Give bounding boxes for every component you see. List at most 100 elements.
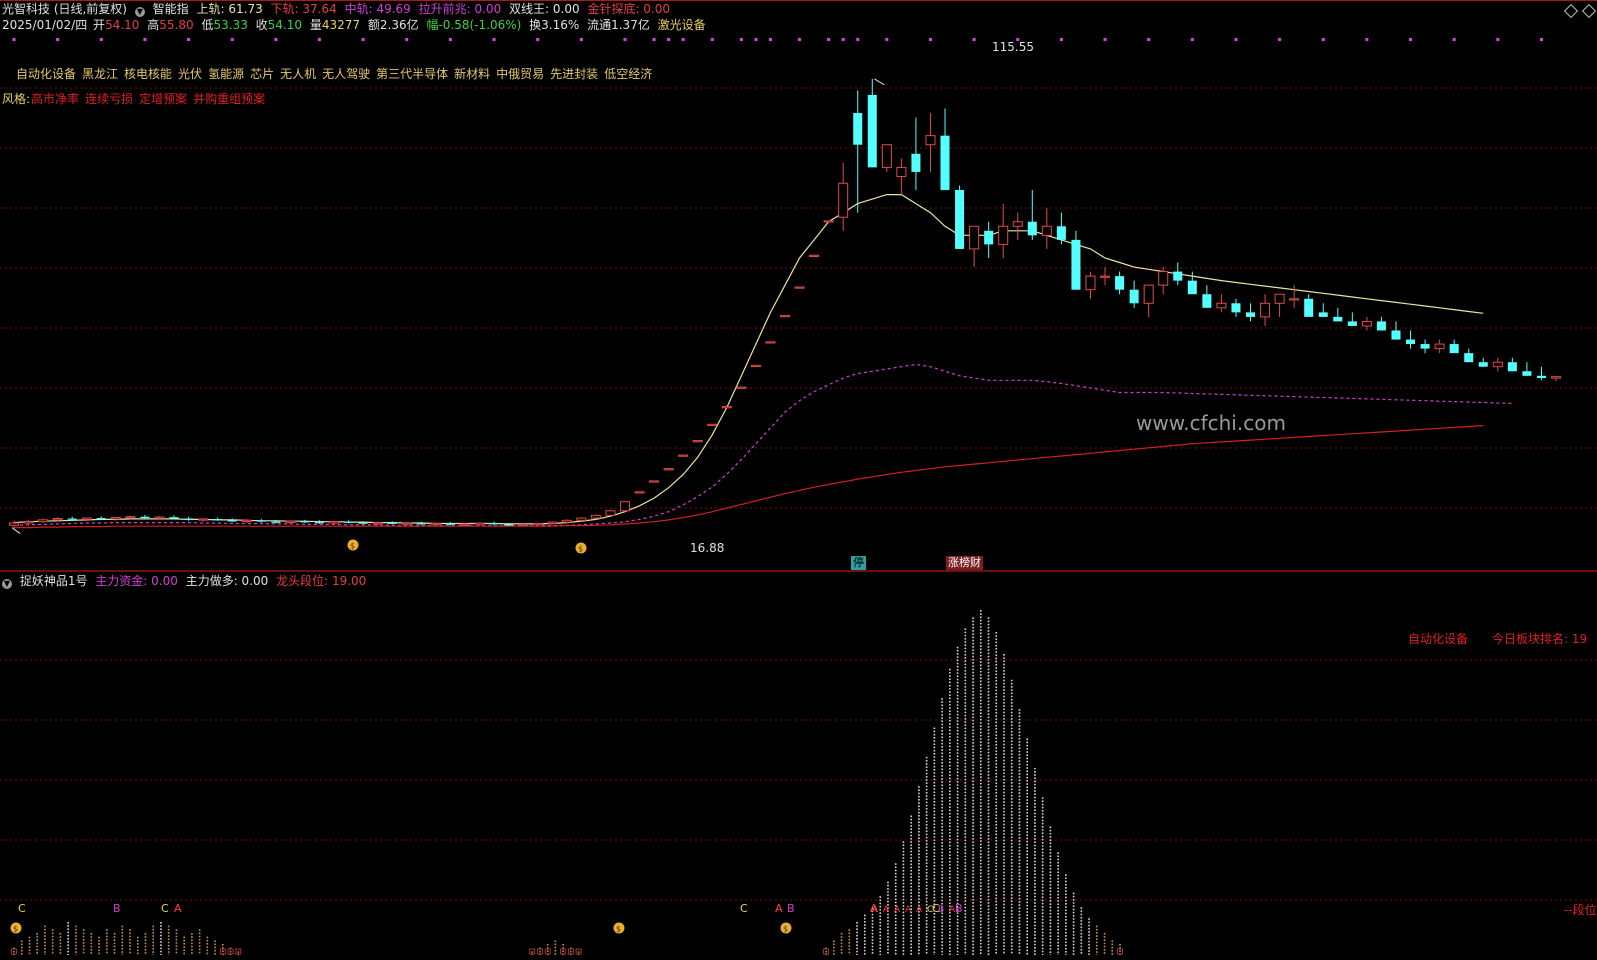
signal-dot <box>56 38 60 41</box>
concept-tag[interactable]: 中俄贸易 <box>496 67 545 81</box>
quote-date: 2025/01/02/四 <box>2 18 88 32</box>
stock-name[interactable]: 光智科技 (日线,前复权) <box>2 2 127 16</box>
stop-badge-text: 停 <box>853 556 864 569</box>
candle-body <box>1406 339 1416 345</box>
candle-body <box>372 522 383 525</box>
candle-body <box>1492 361 1503 368</box>
rank-marker <box>567 948 574 955</box>
low-value: 53.33 <box>213 18 248 32</box>
candle-body <box>721 406 732 409</box>
candle-body <box>1304 298 1314 317</box>
concept-tag[interactable]: 无人机 <box>280 67 317 81</box>
ma-line-0 <box>13 194 1484 525</box>
signal-dot <box>1059 38 1063 41</box>
candle-body <box>1333 316 1343 322</box>
header-row-main: 光智科技 (日线,前复权) ▼ 智能指 上轨: 61.73 下轨: 37.64 … <box>2 1 674 17</box>
money-bag-icon: $ <box>10 922 22 934</box>
sub-indicator-header: ▼ 捉妖神品1号 主力资金: 0.00 主力做多: 0.00 龙头段位: 19.… <box>2 573 370 589</box>
signal-dot <box>681 38 685 41</box>
float-value: 流通1.37亿 <box>587 18 650 32</box>
candlestick-series <box>8 78 1562 534</box>
candle-body <box>1260 302 1271 318</box>
rank-tail-label: --段位 <box>1564 903 1597 917</box>
candle-body <box>285 520 296 524</box>
candle-body <box>401 522 412 525</box>
indicator-toggle-icon[interactable]: ▼ <box>134 7 145 17</box>
candle-body <box>1507 362 1517 372</box>
candle-body <box>1434 343 1445 350</box>
candle-body <box>227 520 237 522</box>
rank-marker <box>227 948 234 955</box>
indicator-name[interactable]: 智能指 <box>152 2 189 16</box>
concept-tag[interactable]: 氢能源 <box>208 67 245 81</box>
concept-tag[interactable]: 无人驾驶 <box>322 67 371 81</box>
signal-dot <box>856 38 860 41</box>
dragon-rank-bars <box>11 610 1123 955</box>
candle-body <box>23 521 34 524</box>
concept-tag[interactable]: 核电核能 <box>124 67 173 81</box>
candle-body <box>1115 276 1125 290</box>
rank-marker <box>823 948 829 955</box>
main-long-value: 主力做多: 0.00 <box>185 574 269 588</box>
grid-lines <box>0 87 1597 901</box>
money-bag-icon: $ <box>575 542 587 554</box>
candle-body <box>1071 239 1081 290</box>
money-bag-symbol: $ <box>783 925 788 934</box>
candle-body <box>1289 298 1300 301</box>
signal-dot <box>667 38 671 41</box>
candle-body <box>1158 271 1169 286</box>
candle-body <box>213 518 223 521</box>
signal-dot <box>187 38 191 41</box>
concept-tag[interactable]: 黑龙江 <box>82 67 119 81</box>
candle-body <box>81 517 92 520</box>
style-tag[interactable]: 高市净率 <box>31 92 80 106</box>
candle-body <box>445 523 455 525</box>
open-label: 开 <box>93 18 106 32</box>
sub-indicator-toggle-icon[interactable]: ▼ <box>2 579 12 589</box>
candle-body <box>256 520 266 522</box>
signal-label: A <box>872 905 879 915</box>
concept-tag[interactable]: 自动化设备 <box>16 67 77 81</box>
close-value: 54.10 <box>267 18 303 32</box>
signal-label: A <box>949 905 956 915</box>
abc-signal-labels: C B C A C A B A C BA A A A A C B A <box>18 902 963 915</box>
style-list: 风格:高市净率 连续亏损 定增预案 并购重组预案 <box>2 91 271 107</box>
signal-label: B <box>938 905 944 915</box>
candle-body <box>169 517 179 519</box>
signal-dot <box>274 38 278 41</box>
candle-body <box>1420 344 1430 349</box>
signal-dot <box>1321 38 1325 41</box>
sub-indicator-name[interactable]: 捉妖神品1号 <box>19 574 88 588</box>
style-tag[interactable]: 并购重组预案 <box>193 92 266 106</box>
concept-tag[interactable]: 先进封装 <box>550 67 599 81</box>
concept-tag[interactable]: 新材料 <box>454 67 491 81</box>
signal-dot <box>361 38 365 41</box>
concept-tag[interactable]: 低空经济 <box>604 67 653 81</box>
candle-body <box>1522 371 1532 376</box>
signal-dot <box>652 38 656 41</box>
upper-band-value: 上轨: 61.73 <box>196 2 263 16</box>
concept-tag[interactable]: 第三代半导体 <box>376 67 449 81</box>
candle-body <box>925 135 936 146</box>
signal-dot <box>972 38 976 41</box>
candle-body <box>634 491 645 494</box>
candle-body <box>430 522 441 526</box>
candle-body <box>1056 226 1066 240</box>
signal-label: C <box>161 902 169 915</box>
signal-dot <box>1278 38 1282 41</box>
style-tag[interactable]: 定增预案 <box>139 92 188 106</box>
concept-tag[interactable]: 芯片 <box>250 67 275 81</box>
dragon-rank-value: 龙头段位: 19.00 <box>276 574 367 588</box>
candle-body <box>1391 330 1401 340</box>
signal-dot <box>1496 38 1500 41</box>
signal-dot <box>1016 38 1020 41</box>
money-bag-symbol: $ <box>578 545 583 554</box>
signal-dot <box>1234 38 1238 41</box>
money-bag-icon: $ <box>347 539 359 551</box>
concept-tag[interactable]: 光伏 <box>178 67 203 81</box>
signal-dot <box>1365 38 1369 41</box>
dual-line-value: 双线王: 0.00 <box>509 2 580 16</box>
style-tag[interactable]: 连续亏损 <box>85 92 134 106</box>
signal-dot <box>536 38 540 41</box>
